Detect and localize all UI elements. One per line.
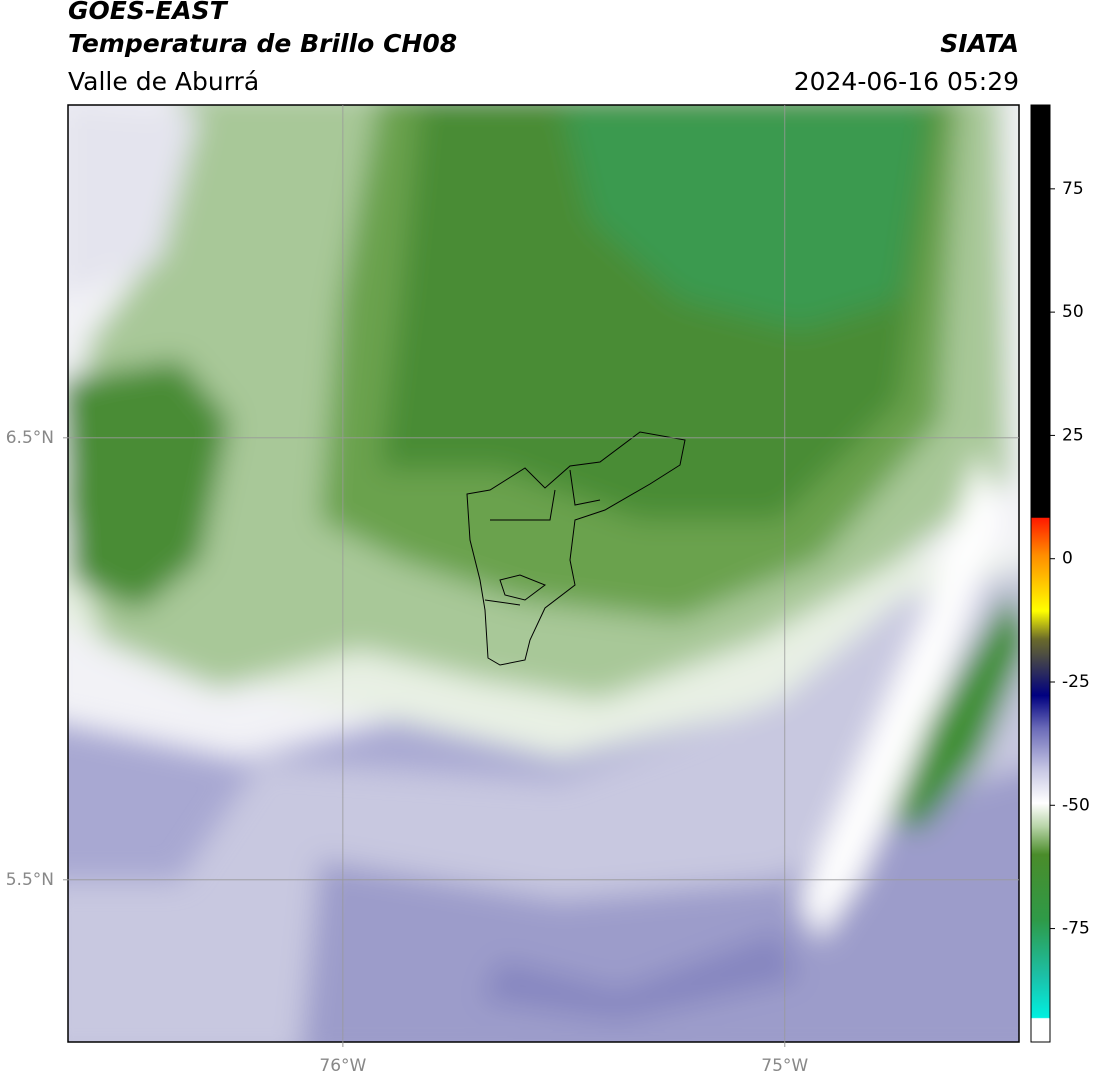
satellite-image	[68, 105, 1019, 1042]
y-tick-label: 5.5°N	[6, 870, 54, 890]
x-tick-label: 75°W	[761, 1056, 808, 1076]
map-frame	[67, 104, 1020, 1043]
region: Valle de Aburrá	[68, 67, 259, 96]
colorbar-label: 50	[1062, 302, 1084, 322]
colorbar-label: -25	[1062, 672, 1090, 692]
subtitle: Temperatura de Brillo CH08	[68, 29, 457, 58]
colorbar-label: 75	[1062, 179, 1084, 199]
title: GOES-EAST	[68, 0, 229, 25]
source: SIATA	[940, 29, 1019, 58]
colorbar-label: 25	[1062, 425, 1084, 445]
colorbar-label: -75	[1062, 919, 1090, 939]
colorbar	[1030, 104, 1051, 1043]
colorbar-label: -50	[1062, 795, 1090, 815]
timestamp: 2024-06-16 05:29	[794, 67, 1019, 96]
colorbar-label: 0	[1062, 549, 1073, 569]
x-tick-label: 76°W	[319, 1056, 366, 1076]
y-tick-label: 6.5°N	[6, 428, 54, 448]
